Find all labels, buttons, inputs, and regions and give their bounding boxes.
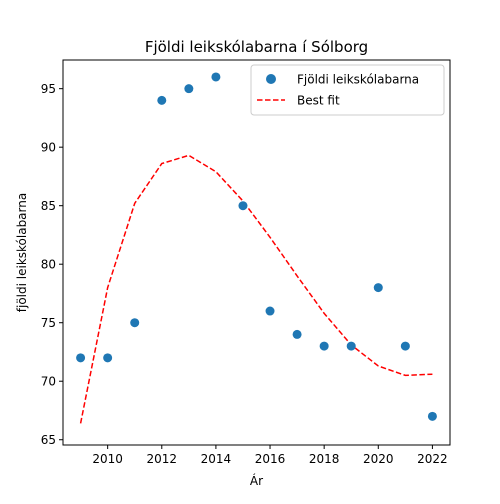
legend-label-best-fit: Best fit: [297, 94, 340, 108]
y-tick-label: 75: [41, 316, 56, 330]
plot-area: [76, 72, 437, 424]
x-axis-label: Ár: [250, 473, 263, 488]
scatter-point: [319, 341, 329, 351]
scatter-point: [103, 353, 113, 363]
scatter-point: [238, 201, 248, 211]
axes-frame: [62, 59, 451, 446]
y-tick-label: 95: [41, 82, 56, 96]
y-tick-label: 65: [41, 433, 56, 447]
y-tick-label: 70: [41, 375, 56, 389]
legend-marker-scatter: [266, 74, 276, 84]
x-tick-label: 2018: [309, 452, 340, 466]
scatter-point: [427, 411, 437, 421]
y-axis: 65 70 75 80 85 90 95: [41, 82, 63, 447]
chart-title: Fjöldi leikskólabarna í Sólborg: [145, 38, 368, 56]
scatter-point: [346, 341, 356, 351]
y-axis-label: fjöldi leikskólabarna: [15, 193, 29, 312]
legend-box: [250, 64, 445, 116]
y-tick-label: 80: [41, 258, 56, 272]
scatter-point: [184, 84, 194, 94]
scatter-point: [211, 72, 221, 82]
y-tick-label: 90: [41, 141, 56, 155]
scatter-point: [400, 341, 410, 351]
x-tick-label: 2020: [363, 452, 394, 466]
legend: Fjöldi leikskólabarna Best fit: [250, 64, 445, 116]
best-fit-line: [79, 154, 433, 424]
scatter-point: [265, 306, 275, 316]
scatter-point: [76, 353, 86, 363]
x-tick-label: 2010: [92, 452, 123, 466]
x-tick-label: 2012: [147, 452, 178, 466]
scatter-point: [130, 318, 140, 328]
x-axis: 2010 2012 2014 2016 2018 2020 2022: [92, 445, 448, 466]
scatter-point: [157, 95, 167, 105]
x-tick-label: 2022: [417, 452, 448, 466]
x-tick-label: 2014: [201, 452, 232, 466]
y-tick-label: 85: [41, 199, 56, 213]
scatter-point: [373, 283, 383, 293]
legend-label-scatter: Fjöldi leikskólabarna: [297, 73, 419, 87]
x-tick-label: 2016: [255, 452, 286, 466]
scatter-point: [292, 329, 302, 339]
